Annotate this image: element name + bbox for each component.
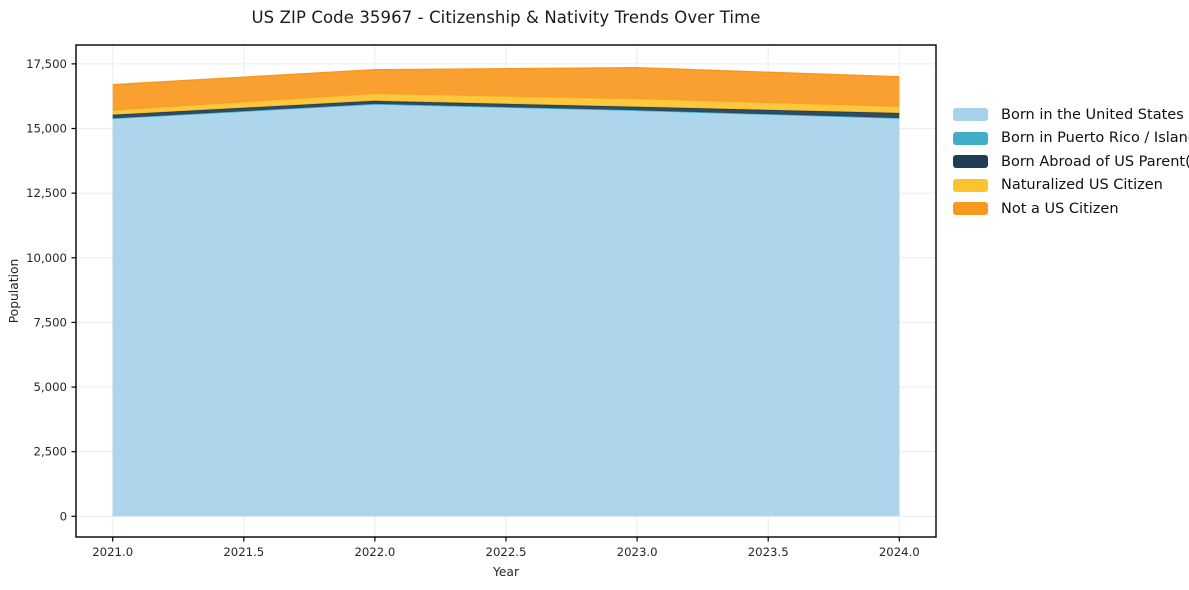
y-tick-label: 2,500 (34, 445, 67, 459)
x-tick-label: 2024.0 (879, 545, 920, 559)
area-series-not-a-us-citizen (112, 67, 900, 111)
legend-swatch-icon (953, 155, 988, 169)
x-axis-label: Year (492, 565, 520, 579)
legend-label: Born Abroad of US Parent(s) (1001, 153, 1189, 170)
legend-swatch-icon (953, 108, 988, 122)
area-edge-born-in-puerto-rico-islands (112, 103, 900, 120)
x-tick-label: 2023.5 (748, 545, 789, 559)
legend-swatch-icon (953, 202, 988, 216)
legend-swatch-icon (953, 131, 988, 145)
area-edge-not-a-us-citizen (112, 67, 900, 86)
x-tick-label: 2021.0 (92, 545, 133, 559)
legend-label: Not a US Citizen (1001, 200, 1119, 217)
y-tick-label: 17,500 (26, 57, 67, 71)
area-series-naturalized-us-citizen (112, 93, 900, 115)
area-series-born-abroad-of-us-parent-s (112, 100, 900, 119)
legend-label: Born in the United States (1001, 106, 1184, 123)
y-tick-label: 15,000 (26, 122, 67, 136)
chart-title: US ZIP Code 35967 - Citizenship & Nativi… (251, 8, 761, 27)
legend-item-born-in-puerto-rico-islands: Born in Puerto Rico / Islands (953, 127, 1189, 151)
legend-item-not-a-us-citizen: Not a US Citizen (953, 197, 1189, 221)
x-tick-label: 2022.5 (486, 545, 527, 559)
area-series-born-in-the-united-states (112, 104, 900, 517)
x-tick-label: 2021.5 (223, 545, 264, 559)
x-tick-label: 2022.0 (354, 545, 395, 559)
y-tick-label: 7,500 (34, 315, 67, 329)
y-axis-label: Population (7, 259, 21, 324)
y-tick-label: 10,000 (26, 251, 67, 265)
legend-item-naturalized-us-citizen: Naturalized US Citizen (953, 174, 1189, 198)
y-tick-label: 5,000 (34, 380, 67, 394)
legend-item-born-in-the-united-states: Born in the United States (953, 103, 1189, 127)
x-tick-label: 2023.0 (617, 545, 658, 559)
y-tick-label: 12,500 (26, 186, 67, 200)
legend-label: Naturalized US Citizen (1001, 177, 1163, 194)
legend-label: Born in Puerto Rico / Islands (1001, 130, 1189, 147)
legend: Born in the United States Born in Puerto … (953, 103, 1189, 221)
legend-item-born-abroad-of-us-parent-s: Born Abroad of US Parent(s) (953, 150, 1189, 174)
legend-swatch-icon (953, 178, 988, 192)
y-tick-label: 0 (60, 509, 67, 523)
